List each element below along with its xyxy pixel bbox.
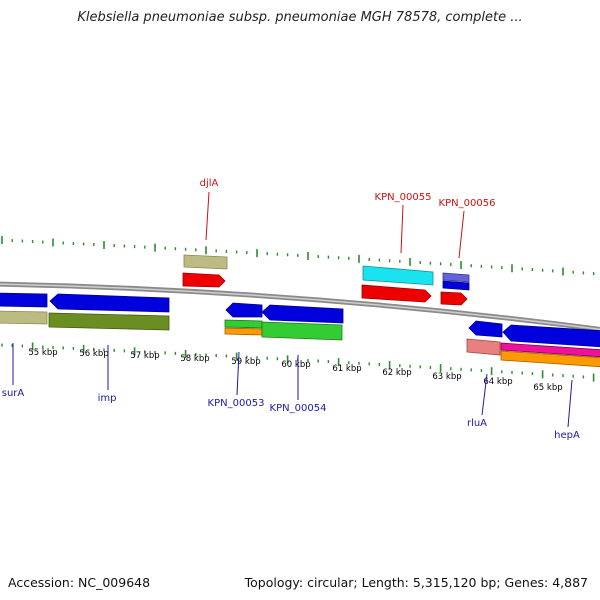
scale-label-58-kbp: 58 kbp xyxy=(180,354,209,364)
leader-line-KPN_00053 xyxy=(236,351,240,396)
djlA-feature-bar[interactable] xyxy=(183,254,228,270)
KPN_00053-gene-arrow[interactable] xyxy=(225,302,263,318)
scale-label-55-kbp: 55 kbp xyxy=(28,348,57,358)
djlA-gene-arrow[interactable] xyxy=(182,272,226,288)
scale-label-63-kbp: 63 kbp xyxy=(432,372,461,382)
gene-label-djlA[interactable]: djlA xyxy=(200,178,219,189)
gene-label-rluA[interactable]: rluA xyxy=(467,418,487,429)
scale-label-62-kbp: 62 kbp xyxy=(382,368,411,378)
gene-label-hepA[interactable]: hepA xyxy=(554,430,580,441)
hepA-magenta-bar[interactable] xyxy=(500,342,600,358)
gene-label-KPN_00054[interactable]: KPN_00054 xyxy=(270,403,327,414)
leader-line-hepA xyxy=(567,379,573,428)
gene-label-KPN_00056[interactable]: KPN_00056 xyxy=(439,198,496,209)
leader-line-KPN_00056 xyxy=(458,210,465,259)
KPN_00056-feature-bar[interactable] xyxy=(442,272,470,283)
KPN_00055-feature-bar[interactable] xyxy=(362,265,434,286)
leader-line-djlA xyxy=(205,191,210,241)
feature-surA[interactable] xyxy=(0,292,48,325)
feature-imp[interactable] xyxy=(48,293,170,331)
scale-label-65-kbp: 65 kbp xyxy=(533,383,562,393)
scale-label-60-kbp: 60 kbp xyxy=(281,360,310,370)
scale-label-57-kbp: 57 kbp xyxy=(130,351,159,361)
map-title: Klebsiella pneumoniae subsp. pneumoniae … xyxy=(77,10,523,25)
feature-KPN_00053[interactable] xyxy=(224,302,263,336)
inner-tick-row xyxy=(1,342,595,382)
KPN_00056-blue-arrow[interactable] xyxy=(442,280,470,291)
feature-rluA[interactable] xyxy=(466,320,503,356)
accession-label: Accession: NC_009648 xyxy=(8,575,151,590)
feature-KPN_00055[interactable] xyxy=(361,265,434,303)
feature-KPN_00054[interactable] xyxy=(261,304,344,341)
hepA-gene-arrow[interactable] xyxy=(502,324,600,348)
imp-feature-bar[interactable] xyxy=(48,312,170,331)
rluA-gene-arrow[interactable] xyxy=(468,320,503,338)
surA-feature-bar[interactable] xyxy=(0,310,48,325)
KPN_00054-gene-arrow[interactable] xyxy=(261,304,344,324)
leader-line-KPN_00055 xyxy=(400,204,404,254)
genome-backbone-highlight xyxy=(0,283,600,331)
genome-summary: Topology: circular; Length: 5,315,120 bp… xyxy=(244,575,588,590)
KPN_00056-gene-arrow[interactable] xyxy=(440,291,468,306)
gene-label-KPN_00055[interactable]: KPN_00055 xyxy=(375,192,432,203)
gene-label-imp[interactable]: imp xyxy=(98,393,117,404)
scale-label-56-kbp: 56 kbp xyxy=(79,349,108,359)
scale-label-59-kbp: 59 kbp xyxy=(231,357,260,367)
gene-labels: djlA KPN_00055 KPN_00056 surA imp KPN_00053 KP… xyxy=(2,178,580,441)
rluA-feature-bar[interactable] xyxy=(466,338,501,356)
gene-label-KPN_00053[interactable]: KPN_00053 xyxy=(208,398,265,409)
KPN_00055-gene-arrow[interactable] xyxy=(361,284,432,303)
KPN_00053-feature-bar[interactable] xyxy=(224,319,263,329)
KPN_00054-feature-bar[interactable] xyxy=(261,321,343,341)
scale-label-64-kbp: 64 kbp xyxy=(483,377,512,387)
feature-djlA[interactable] xyxy=(182,254,228,288)
imp-gene-arrow[interactable] xyxy=(49,293,170,313)
feature-KPN_00056[interactable] xyxy=(440,272,470,306)
gene-label-surA[interactable]: surA xyxy=(2,388,25,399)
feature-hepA[interactable] xyxy=(500,324,600,368)
scale-label-61-kbp: 61 kbp xyxy=(332,364,361,374)
leader-line-rluA xyxy=(481,373,488,416)
outer-tick-row xyxy=(1,236,595,276)
surA-gene-arrow[interactable] xyxy=(0,292,48,308)
hepA-orange-bar[interactable] xyxy=(500,350,600,368)
scale-labels: 55 kbp 56 kbp 57 kbp 58 kbp 59 kbp 60 kbp 61 k… xyxy=(28,348,562,393)
KPN_00053-orange-bar[interactable] xyxy=(224,327,263,336)
